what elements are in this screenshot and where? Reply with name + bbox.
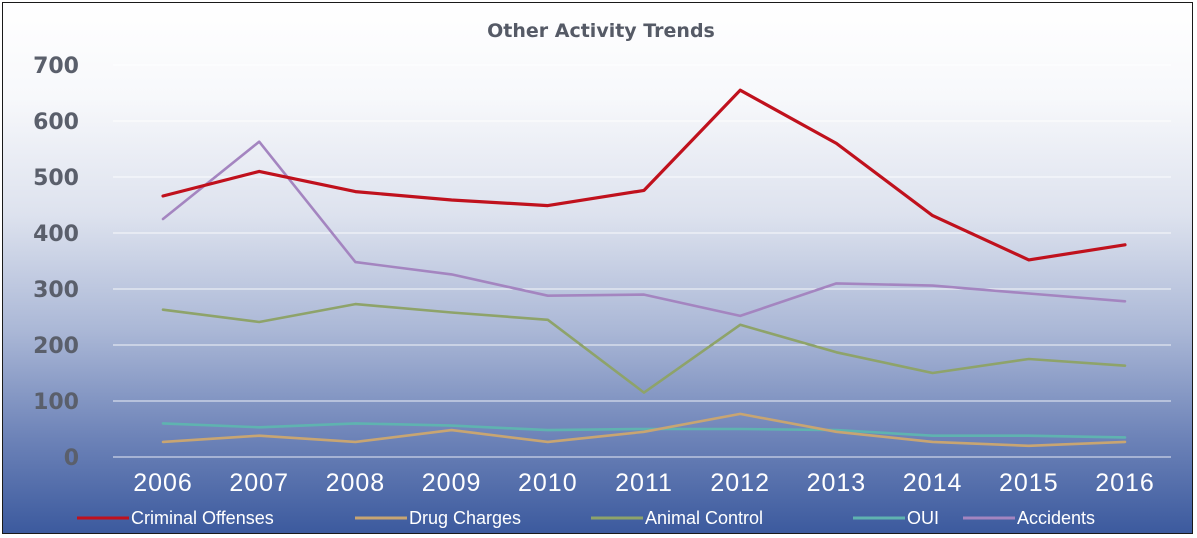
series-line-oui (161, 422, 1127, 439)
gridlines (113, 64, 1171, 458)
y-tick-label: 0 (64, 446, 79, 471)
x-tick-label: 2006 (133, 469, 193, 497)
y-tick-label: 100 (33, 390, 79, 415)
x-tick-label: 2014 (903, 469, 963, 497)
series-line-criminal-offenses (161, 88, 1127, 262)
legend-label: Drug Charges (409, 508, 521, 528)
x-tick-label: 2015 (999, 469, 1059, 497)
x-tick-label: 2007 (229, 469, 289, 497)
legend-label: Criminal Offenses (131, 508, 274, 528)
y-tick-label: 300 (33, 278, 79, 303)
y-tick-label: 200 (33, 334, 79, 359)
y-tick-label: 600 (33, 110, 79, 135)
x-axis: 2006 2007 2008 2009 2010 2011 2012 2013 2014 2015… (133, 469, 1155, 497)
x-tick-label: 2010 (518, 469, 578, 497)
series-line-drug-charges (161, 412, 1127, 448)
legend-label: Animal Control (645, 508, 763, 528)
legend-label: Accidents (1017, 508, 1095, 528)
y-tick-label: 500 (33, 166, 79, 191)
series-line-animal-control (161, 302, 1127, 394)
chart-title: Other Activity Trends (487, 20, 715, 42)
x-tick-label: 2012 (710, 469, 770, 497)
y-tick-label: 400 (33, 222, 79, 247)
series-line-accidents (161, 140, 1127, 318)
legend-label: OUI (907, 508, 939, 528)
y-axis: 0 100 200 300 400 500 600 700 (33, 54, 79, 471)
x-tick-label: 2016 (1095, 469, 1155, 497)
y-tick-label: 700 (33, 54, 79, 79)
series-lines (161, 88, 1127, 448)
x-tick-label: 2008 (326, 469, 386, 497)
line-chart: Other Activity Trends 0 100 200 300 400 500 60… (33, 20, 1171, 528)
x-tick-label: 2011 (615, 469, 673, 497)
x-tick-label: 2009 (422, 469, 482, 497)
legend: Criminal Offenses Drug Charges Animal Cont… (77, 508, 1095, 528)
x-tick-label: 2013 (807, 469, 867, 497)
